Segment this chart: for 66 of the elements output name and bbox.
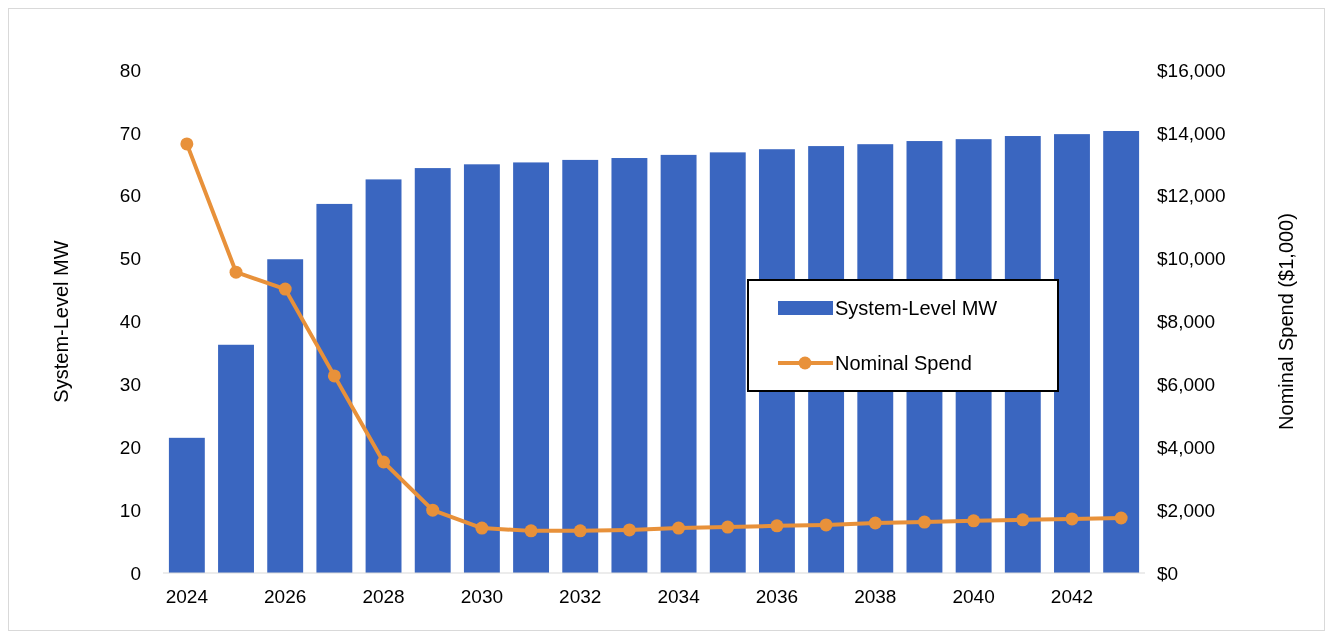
y-tick-label: 30 — [119, 374, 141, 396]
point — [573, 524, 587, 538]
y-tick-label: 50 — [119, 248, 141, 270]
y-tick-label: 20 — [119, 436, 141, 458]
x-tick-label: 2026 — [264, 586, 307, 607]
point — [721, 520, 735, 534]
x-tick-label: 2036 — [755, 586, 799, 607]
y-axis-title: System-Level MW — [50, 240, 72, 403]
y2-tick-label: $6,000 — [1157, 374, 1216, 396]
bar — [218, 344, 254, 573]
point — [377, 455, 391, 469]
x-tick-label: 2030 — [460, 586, 504, 607]
y-tick-label: 10 — [119, 499, 141, 521]
x-tick-label: 2042 — [1050, 586, 1094, 607]
bar — [414, 168, 451, 573]
x-tick-label: 2038 — [854, 586, 897, 607]
point — [672, 521, 686, 535]
point — [180, 137, 194, 151]
point — [1114, 511, 1128, 525]
point — [327, 369, 341, 383]
bar — [267, 259, 304, 573]
point — [524, 524, 538, 538]
bar — [316, 203, 353, 573]
y2-tick-label: $16,000 — [1157, 59, 1226, 81]
x-tick-label: 2032 — [559, 586, 602, 607]
y-tick-label: 80 — [119, 59, 141, 81]
point — [967, 514, 981, 528]
y2-tick-label: $0 — [1157, 562, 1179, 584]
y-tick-label: 70 — [119, 122, 141, 144]
x-tick-label: 2028 — [362, 586, 405, 607]
bar — [513, 162, 550, 573]
y-tick-label: 0 — [130, 562, 141, 584]
point — [868, 516, 882, 530]
y2-tick-label: $2,000 — [1157, 499, 1216, 521]
point — [426, 503, 440, 517]
y-tick-label: 60 — [119, 185, 141, 207]
y2-tick-label: $12,000 — [1157, 185, 1226, 207]
point — [475, 521, 489, 535]
point — [278, 282, 292, 296]
bar — [168, 437, 205, 573]
bar — [562, 159, 599, 573]
bar — [463, 164, 500, 573]
y2-tick-label: $14,000 — [1157, 122, 1226, 144]
y-tick-label: 40 — [119, 311, 141, 333]
x-tick-label: 2034 — [657, 586, 701, 607]
point — [770, 519, 784, 533]
point — [819, 518, 833, 532]
y2-tick-label: $8,000 — [1157, 311, 1216, 333]
bar — [365, 179, 402, 573]
point — [622, 523, 636, 537]
bar — [709, 152, 746, 573]
point — [1065, 512, 1079, 526]
x-tick-label: 2024 — [165, 586, 209, 607]
point — [1016, 513, 1030, 527]
bar — [660, 154, 697, 573]
x-tick-label: 2040 — [952, 586, 995, 607]
bar — [1103, 130, 1140, 573]
y2-tick-label: $10,000 — [1157, 248, 1226, 270]
point — [229, 265, 243, 279]
y2-tick-label: $4,000 — [1157, 436, 1216, 458]
legend-label: System-Level MW — [835, 297, 998, 319]
bar — [1054, 134, 1090, 573]
bar — [611, 158, 648, 573]
y2-axis-title: Nominal Spend ($1,000) — [1275, 213, 1297, 430]
point — [917, 515, 931, 529]
legend-label: Nominal Spend — [835, 352, 972, 374]
